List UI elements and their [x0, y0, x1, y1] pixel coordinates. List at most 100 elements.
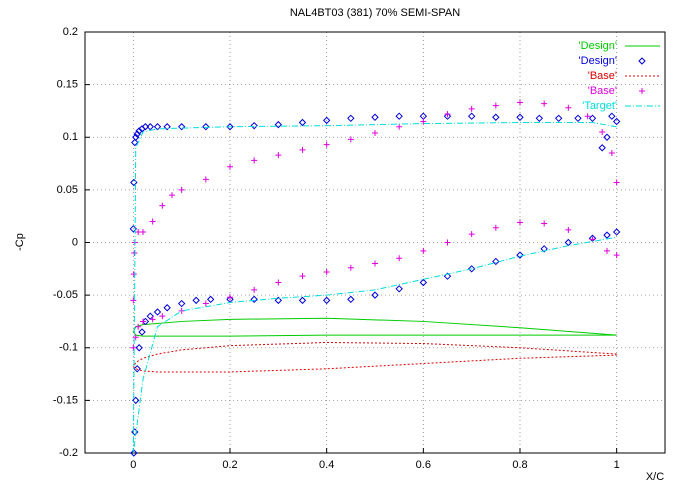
y-tick-label: 0 [72, 236, 78, 248]
data-point [159, 313, 166, 320]
data-point [135, 344, 143, 352]
data-point [177, 123, 186, 131]
data-point [140, 318, 146, 325]
data-point [516, 251, 524, 259]
data-point [517, 99, 523, 106]
data-point [146, 123, 154, 131]
data-point [443, 112, 452, 120]
data-point [274, 120, 283, 129]
data-point [541, 100, 548, 107]
data-point [444, 111, 451, 118]
data-point [202, 123, 210, 131]
data-point [371, 113, 379, 121]
x-axis-label: X/C [646, 471, 664, 483]
y-tick-label: -0.2 [59, 447, 78, 459]
data-point [135, 127, 143, 135]
data-point [129, 225, 138, 233]
data-point [227, 163, 233, 170]
data-point [131, 250, 138, 257]
data-point [396, 255, 403, 262]
x-tick-label: 0.8 [512, 459, 527, 471]
data-point [492, 224, 499, 231]
data-point [420, 247, 427, 254]
data-point [574, 114, 582, 123]
data-point [298, 118, 307, 127]
legend-swatch [639, 88, 645, 94]
data-point [444, 239, 451, 246]
y-tick-label: 0.05 [57, 184, 78, 196]
data-point [202, 176, 209, 183]
data-point [565, 226, 572, 233]
data-point [588, 114, 597, 123]
x-tick-label: 1 [614, 459, 620, 471]
data-point [584, 113, 591, 120]
data-point [598, 144, 606, 152]
data-point [603, 133, 611, 141]
data-point [516, 113, 524, 121]
legend-label: 'Design' [579, 55, 617, 67]
data-point [299, 146, 306, 153]
chart-title: NAL4BT03 (381) 70% SEMI-SPAN [290, 7, 460, 19]
x-tick-label: 0.4 [319, 459, 334, 471]
data-point [130, 297, 137, 304]
data-point [372, 130, 378, 137]
series-line [132, 317, 617, 337]
data-point [443, 272, 452, 280]
data-point [540, 245, 548, 253]
data-point [149, 218, 156, 225]
data-point [206, 295, 215, 304]
data-point [347, 136, 354, 143]
data-point [251, 286, 258, 293]
legend-swatch [638, 57, 646, 65]
data-point [565, 104, 572, 111]
data-point [535, 114, 544, 123]
data-point [492, 113, 500, 121]
data-point [250, 295, 258, 304]
legend-label: 'Design' [579, 40, 617, 52]
legend-label: 'Base' [588, 70, 617, 82]
data-point [613, 252, 620, 259]
data-point [347, 295, 355, 304]
y-tick-label: 0.2 [63, 26, 78, 38]
data-point [599, 128, 606, 135]
series-line [132, 341, 617, 373]
data-point [347, 264, 354, 271]
data-point [396, 123, 403, 130]
y-tick-label: -0.05 [53, 289, 78, 301]
data-point [141, 123, 150, 131]
data-point [153, 123, 162, 131]
data-point [419, 278, 428, 287]
data-point [608, 150, 615, 157]
y-axis-label: -Cp [14, 233, 26, 251]
data-point [133, 365, 141, 373]
data-point [132, 334, 139, 341]
y-tick-label: 0.1 [63, 131, 78, 143]
data-point [177, 299, 186, 308]
x-tick-label: 0.6 [416, 459, 431, 471]
data-point [612, 228, 621, 236]
data-point [612, 117, 621, 126]
data-point [163, 304, 171, 312]
data-point [613, 179, 620, 186]
data-point [371, 291, 379, 299]
y-tick-label: -0.15 [53, 394, 78, 406]
data-point [163, 123, 171, 131]
legend-label: 'Target' [582, 100, 617, 112]
data-point [251, 157, 258, 164]
data-point [322, 296, 331, 305]
data-point [153, 308, 162, 316]
y-tick-label: 0.15 [57, 79, 78, 91]
data-point [274, 296, 283, 305]
data-point [372, 260, 378, 267]
y-tick-label: -0.1 [59, 342, 78, 354]
data-point [130, 344, 137, 351]
data-point [420, 118, 427, 125]
data-point [468, 231, 475, 238]
data-point [227, 294, 233, 301]
data-point [347, 114, 355, 123]
plot-frame [84, 31, 666, 454]
data-point [130, 271, 137, 278]
data-point [138, 125, 146, 133]
data-point [169, 192, 175, 199]
